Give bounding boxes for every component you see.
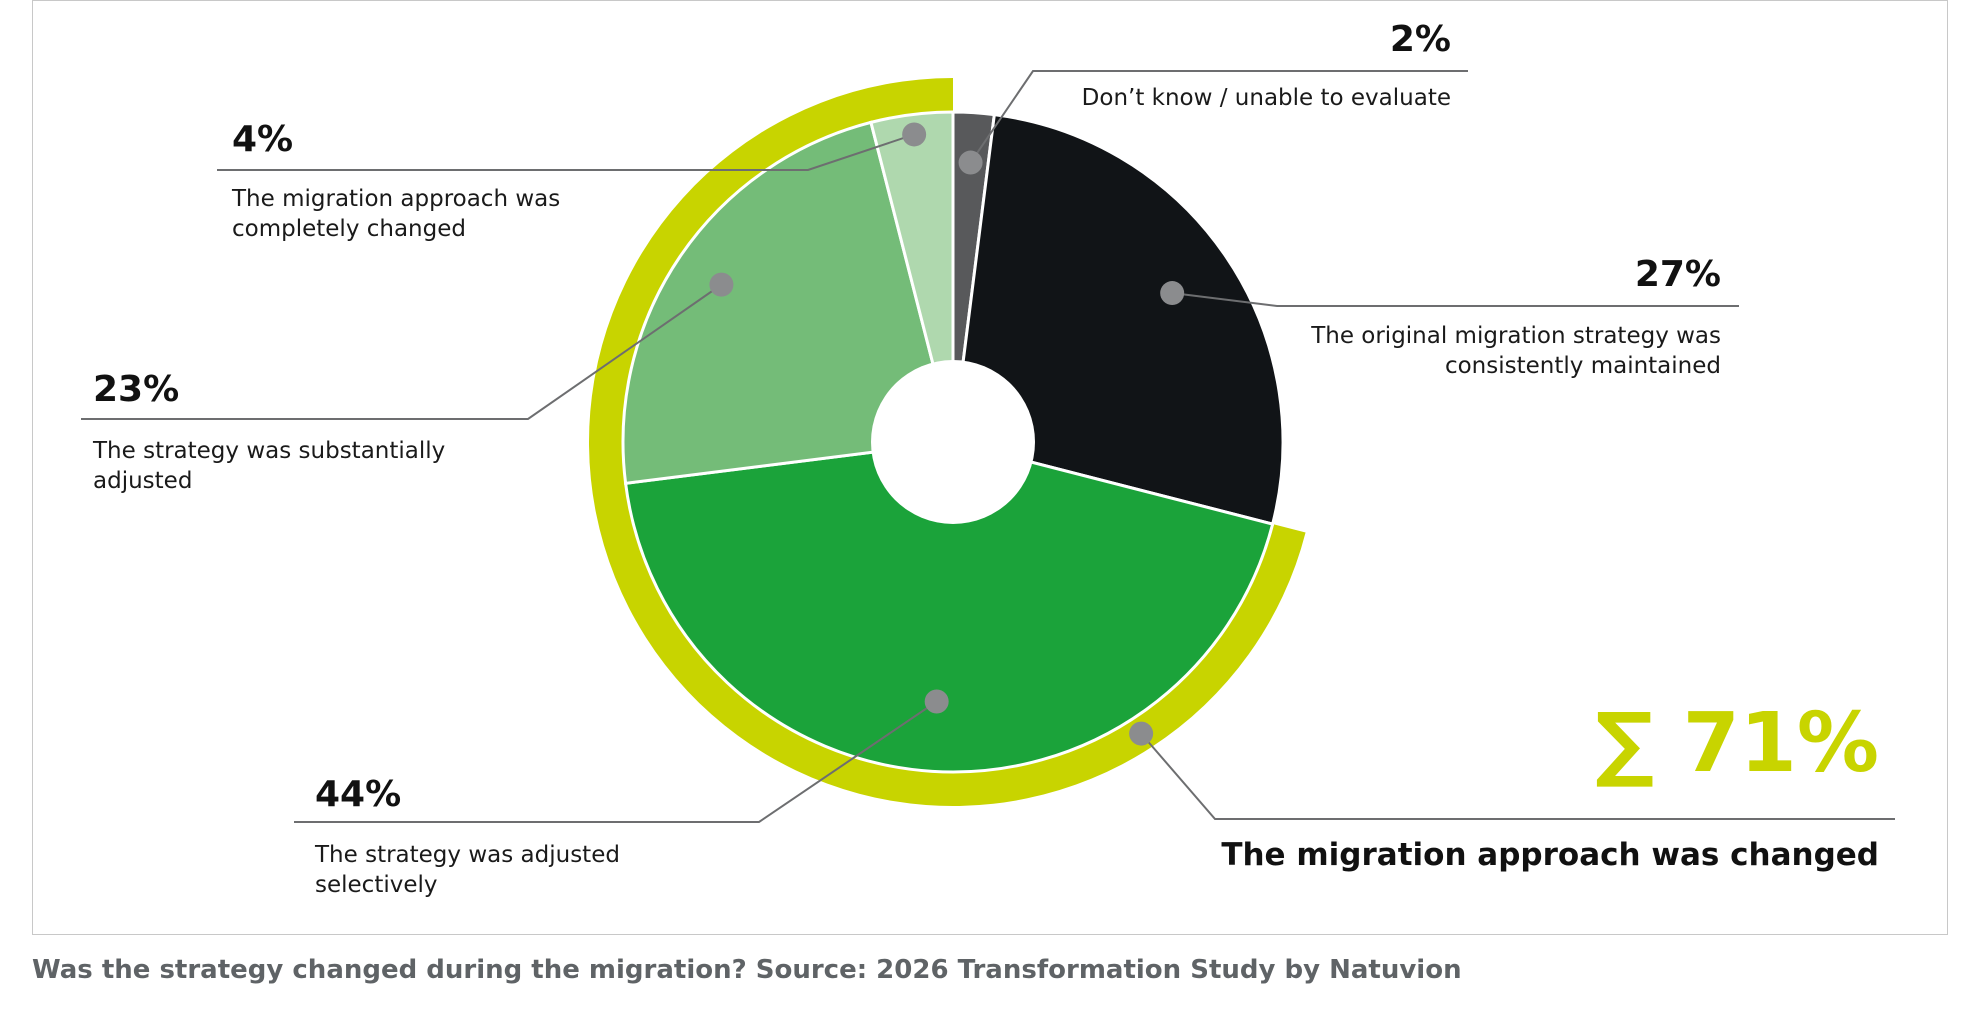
leader-lines-layer xyxy=(81,70,1895,823)
donut-chart: 2% Don’t know / unable to evaluate 27% The … xyxy=(81,19,1895,898)
slice-category-label-3-line-1: The strategy was adjusted xyxy=(314,842,620,868)
summary-value: ∑ 71% xyxy=(1595,696,1879,791)
chart-frame: 2% Don’t know / unable to evaluate 27% The … xyxy=(32,0,1948,935)
slice-value-label-2: 27% xyxy=(1635,254,1721,295)
leader-dot-1 xyxy=(958,150,983,175)
slice-3 xyxy=(623,440,1275,774)
slice-value-label-5: 4% xyxy=(232,119,293,160)
leader-line-2 xyxy=(1172,292,1739,307)
slice-4 xyxy=(621,120,955,486)
center-hole xyxy=(871,360,1035,524)
slice-category-label-4-line-2: adjusted xyxy=(93,468,192,494)
slice-5 xyxy=(869,110,955,443)
slice-category-label-5-line-2: completely changed xyxy=(232,216,466,242)
slices-layer xyxy=(621,110,1285,774)
summary-label: The migration approach was changed xyxy=(1221,837,1879,873)
summary-leader-dot xyxy=(1129,721,1154,746)
leader-dot-3 xyxy=(924,689,949,714)
leader-dot-2 xyxy=(1160,281,1185,306)
labels-layer: 2% Don’t know / unable to evaluate 27% The … xyxy=(92,19,1879,898)
center-hole-layer xyxy=(871,360,1035,524)
slice-category-label-1-line-1: Don’t know / unable to evaluate xyxy=(1082,85,1451,111)
slice-2 xyxy=(951,112,1285,526)
leader-dot-5 xyxy=(902,122,927,147)
slice-value-label-1: 2% xyxy=(1390,19,1451,60)
slice-category-label-2-line-2: consistently maintained xyxy=(1445,353,1721,379)
slice-value-label-3: 44% xyxy=(315,774,401,815)
slice-value-label-4: 23% xyxy=(93,369,179,410)
slice-category-label-2-line-1: The original migration strategy was xyxy=(1310,323,1721,349)
chart-caption: Was the strategy changed during the migr… xyxy=(32,955,1462,985)
slice-category-label-3-line-2: selectively xyxy=(315,872,438,898)
leader-line-3 xyxy=(294,700,938,823)
summary-leader-line xyxy=(1140,732,1895,820)
slice-category-label-4-line-1: The strategy was substantially xyxy=(92,438,445,464)
leader-line-1 xyxy=(969,70,1468,164)
leader-line-5 xyxy=(217,133,915,171)
leader-dot-4 xyxy=(709,272,734,297)
leader-line-4 xyxy=(81,283,722,420)
slice-category-label-5-line-1: The migration approach was xyxy=(231,186,560,212)
